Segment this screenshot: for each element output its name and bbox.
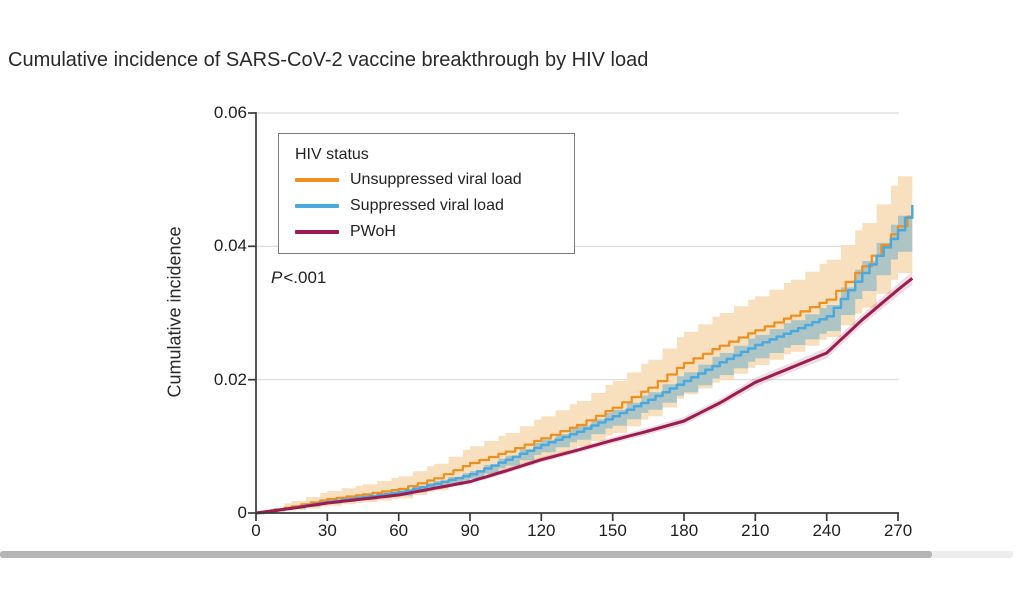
legend-label-suppressed: Suppressed viral load bbox=[350, 197, 504, 214]
legend-box: HIV status Unsuppressed viral load Suppr… bbox=[278, 133, 575, 254]
legend-item-suppressed: Suppressed viral load bbox=[295, 193, 574, 219]
y-tick-label: 0.06 bbox=[213, 103, 247, 122]
x-tick-label: 0 bbox=[251, 521, 261, 540]
scrollbar-thumb[interactable] bbox=[0, 551, 932, 558]
figure-title: Cumulative incidence of SARS-CoV-2 vacci… bbox=[8, 49, 649, 71]
legend-item-unsuppressed: Unsuppressed viral load bbox=[295, 167, 574, 193]
p-value-annotation: P<.001 bbox=[271, 268, 326, 288]
x-tick-label: 150 bbox=[598, 521, 627, 540]
x-tick-label: 270 bbox=[883, 521, 913, 540]
scrollbar-track[interactable] bbox=[0, 551, 1013, 558]
x-tick-label: 30 bbox=[317, 521, 337, 540]
x-tick-label: 180 bbox=[669, 521, 699, 540]
y-tick-label: 0 bbox=[237, 503, 247, 522]
p-value-label: P bbox=[271, 268, 283, 287]
x-tick-label: 90 bbox=[460, 521, 480, 540]
y-tick-label: 0.04 bbox=[213, 236, 247, 256]
x-tick-label: 120 bbox=[527, 521, 556, 540]
legend-title: HIV status bbox=[295, 146, 369, 163]
ci-band-suppressed bbox=[256, 185, 913, 513]
legend-swatch-pwoh bbox=[295, 230, 339, 234]
legend-swatch-suppressed bbox=[295, 204, 339, 208]
legend-label-unsuppressed: Unsuppressed viral load bbox=[350, 171, 522, 188]
p-value-text: <.001 bbox=[283, 268, 327, 287]
x-tick-label: 60 bbox=[389, 521, 409, 540]
x-tick-label: 240 bbox=[812, 521, 841, 540]
series-line-unsuppressed bbox=[256, 211, 914, 515]
y-tick-label: 0.02 bbox=[213, 369, 247, 389]
x-tick-label: 210 bbox=[741, 521, 770, 540]
legend-swatch-unsuppressed bbox=[295, 178, 339, 182]
series-line-pwoh bbox=[255, 277, 914, 515]
legend-item-pwoh: PWoH bbox=[295, 219, 574, 245]
legend-label-pwoh: PWoH bbox=[350, 223, 396, 240]
